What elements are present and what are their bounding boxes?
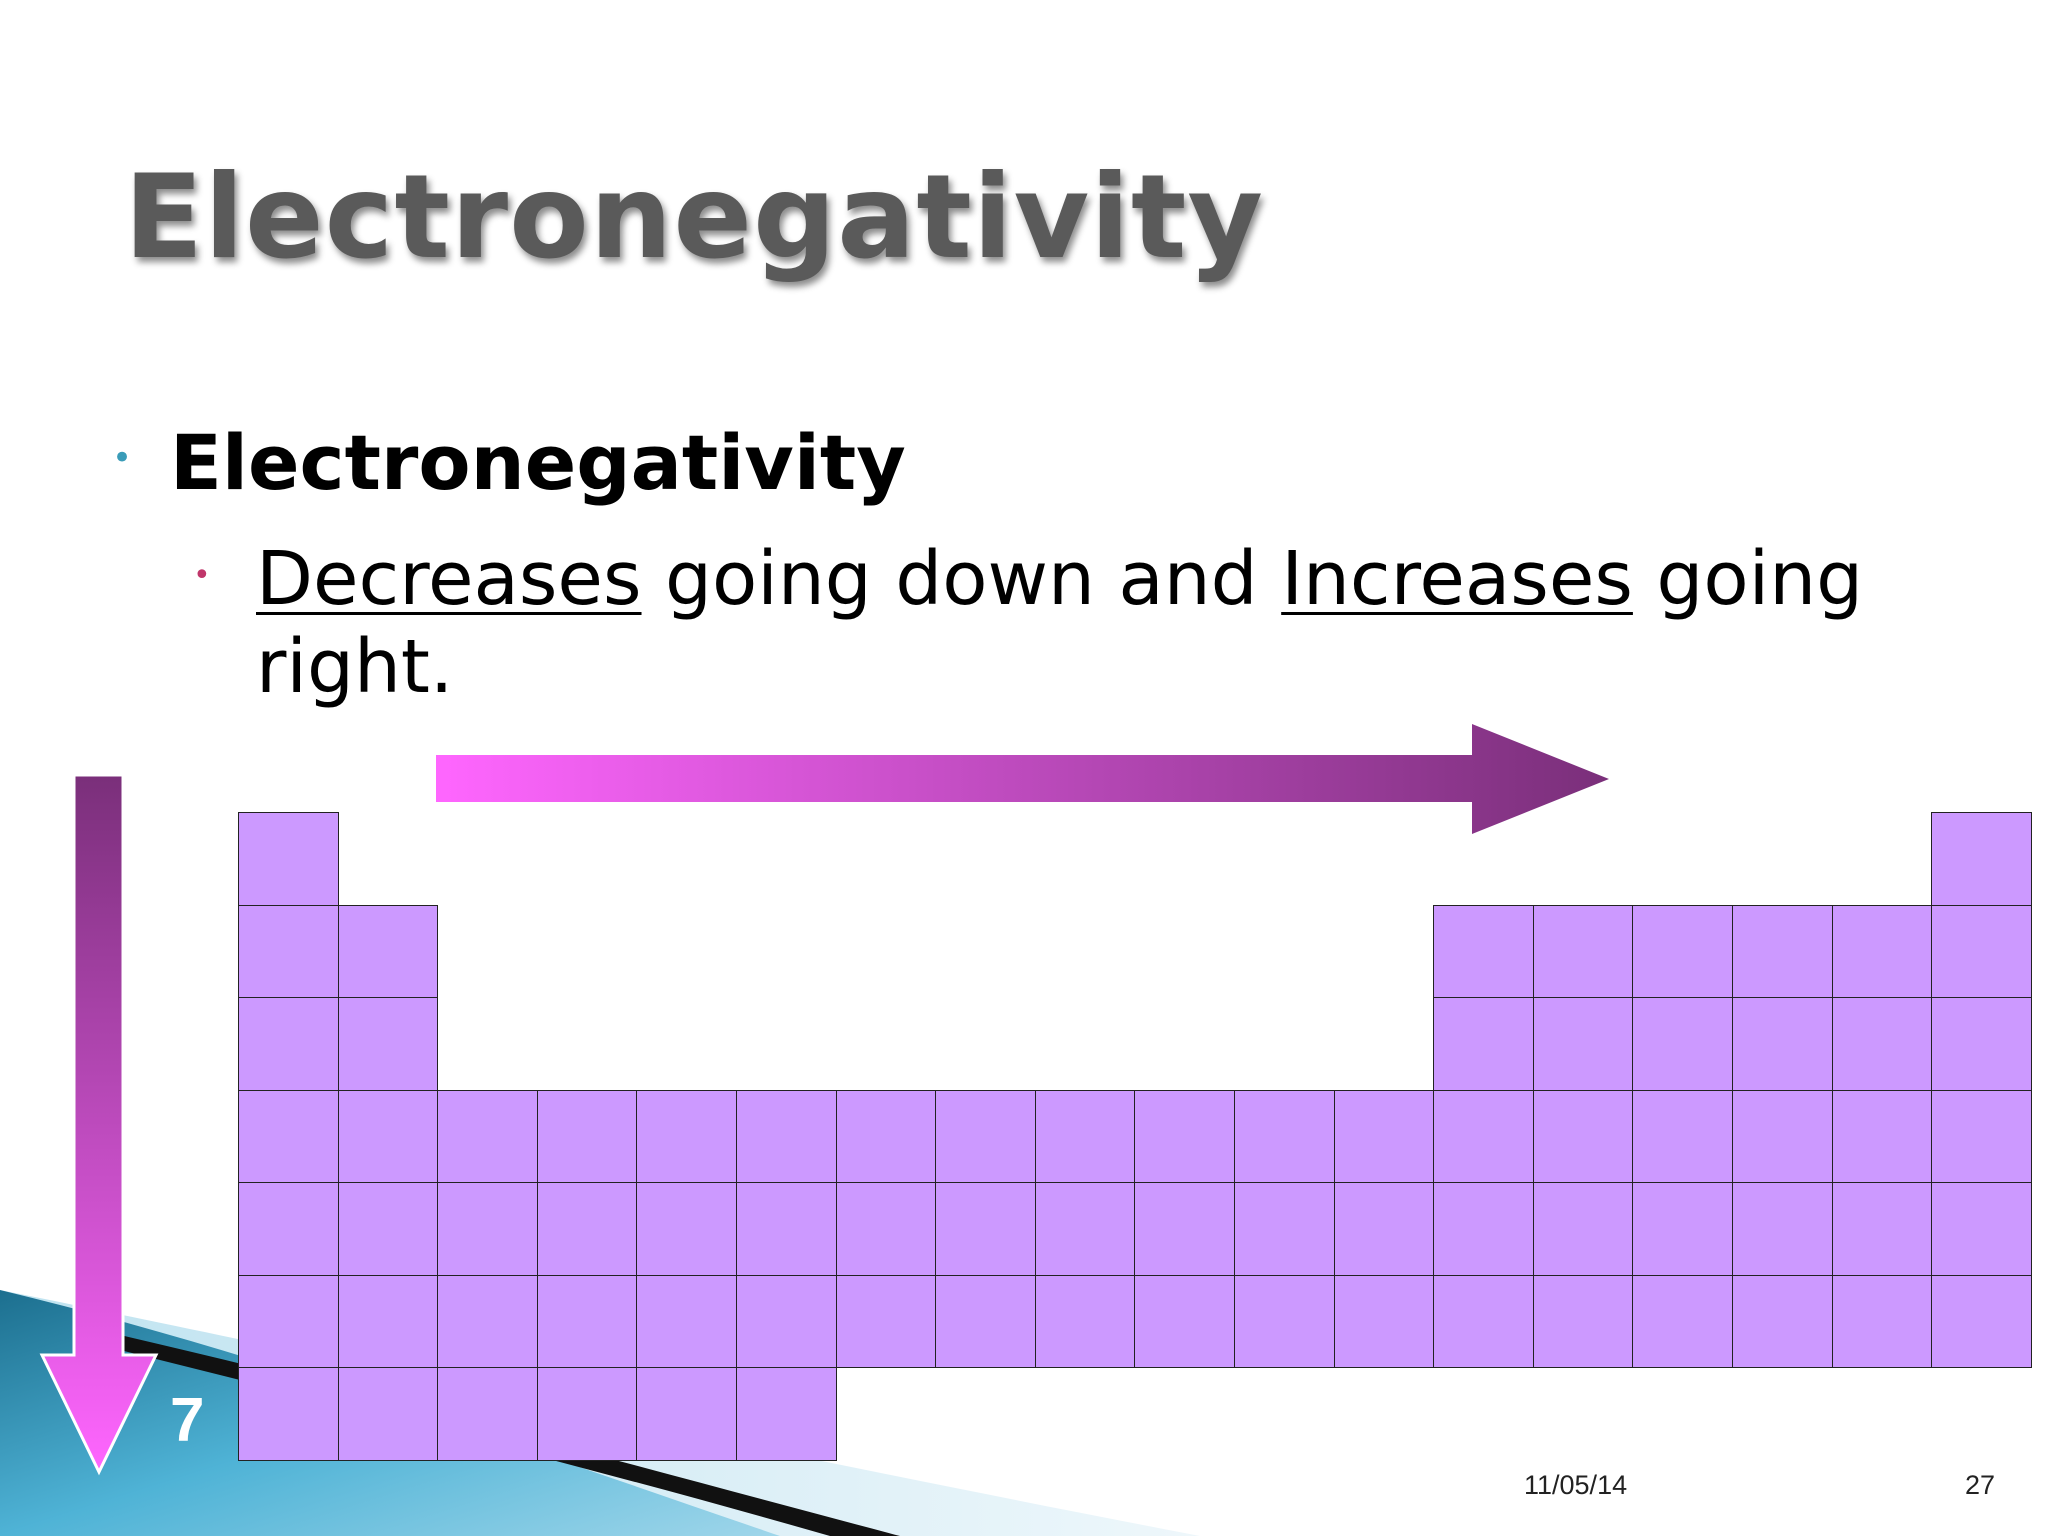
element-cell: [437, 1367, 538, 1461]
element-cell: [437, 1274, 538, 1368]
element-cell: [1632, 1182, 1733, 1276]
element-cell: [337, 1182, 439, 1276]
period-seven-label: 7: [170, 1386, 205, 1455]
element-cell: [636, 1367, 737, 1461]
element-cell: [337, 1274, 439, 1368]
element-cell: [337, 1089, 439, 1183]
element-cell: [1831, 1089, 1933, 1183]
element-cell: [1732, 1089, 1833, 1183]
element-cell: [1234, 1089, 1335, 1183]
element-cell: [238, 1182, 339, 1276]
element-cell: [935, 1274, 1036, 1368]
element-cell: [1333, 1274, 1435, 1368]
element-cell: [1034, 1274, 1136, 1368]
element-cell: [1333, 1182, 1435, 1276]
element-cell: [736, 1367, 837, 1461]
element-cell: [536, 1274, 638, 1368]
element-cell: [238, 1367, 339, 1461]
element-cell: [636, 1182, 737, 1276]
element-cell: [636, 1089, 737, 1183]
element-cell: [1732, 997, 1833, 1091]
element-cell: [1931, 997, 2032, 1091]
element-cell: [1433, 997, 1534, 1091]
element-cell: [1433, 1182, 1534, 1276]
element-cell: [238, 1089, 339, 1183]
element-cell: [1931, 904, 2032, 998]
element-cell: [238, 904, 339, 998]
element-cell: [1632, 904, 1733, 998]
element-cell: [1532, 1089, 1634, 1183]
element-cell: [1034, 1182, 1136, 1276]
element-cell: [736, 1182, 837, 1276]
element-cell: [1931, 1089, 2032, 1183]
element-cell: [536, 1182, 638, 1276]
element-cell: [835, 1182, 937, 1276]
sub-bullet-end: going right.: [256, 536, 1864, 710]
element-cell: [1134, 1182, 1235, 1276]
element-cell: [1831, 997, 1933, 1091]
element-cell: [1931, 812, 2032, 906]
element-cell: [337, 904, 439, 998]
element-cell: [1532, 997, 1634, 1091]
bullet-icon: •: [112, 438, 133, 478]
element-cell: [1532, 1182, 1634, 1276]
footer-date: 11/05/14: [1524, 1470, 1628, 1500]
right-arrow-icon: [436, 724, 1609, 834]
element-cell: [1433, 1089, 1534, 1183]
element-cell: [238, 1274, 339, 1368]
element-cell: [536, 1367, 638, 1461]
element-cell: [1234, 1182, 1335, 1276]
page-number: 27: [1965, 1470, 1996, 1500]
increases-word: Increases: [1281, 536, 1633, 622]
element-cell: [1931, 1182, 2032, 1276]
element-cell: [1134, 1089, 1235, 1183]
element-cell: [1433, 904, 1534, 998]
element-cell: [636, 1274, 737, 1368]
element-cell: [1333, 1089, 1435, 1183]
element-cell: [1532, 904, 1634, 998]
element-cell: [536, 1089, 638, 1183]
element-cell: [1831, 1274, 1933, 1368]
element-cell: [437, 1182, 538, 1276]
main-bullet-text: Electronegativity: [170, 418, 906, 507]
decreases-word: Decreases: [256, 536, 642, 622]
element-cell: [736, 1089, 837, 1183]
sub-bullet-middle: going down and: [641, 536, 1282, 622]
element-cell: [238, 997, 339, 1091]
element-cell: [1831, 904, 1933, 998]
element-cell: [437, 1089, 538, 1183]
element-cell: [1134, 1274, 1235, 1368]
element-cell: [1234, 1274, 1335, 1368]
element-cell: [1034, 1089, 1136, 1183]
element-cell: [1433, 1274, 1534, 1368]
sub-bullet-text: Decreases going down and Increases going…: [256, 535, 1906, 711]
element-cell: [1831, 1182, 1933, 1276]
element-cell: [1532, 1274, 1634, 1368]
element-cell: [935, 1182, 1036, 1276]
element-cell: [238, 812, 339, 906]
element-cell: [1732, 1182, 1833, 1276]
element-cell: [835, 1089, 937, 1183]
element-cell: [337, 1367, 439, 1461]
element-cell: [935, 1089, 1036, 1183]
down-arrow-icon: [39, 773, 159, 1476]
slide-title: Electronegativity: [124, 150, 1265, 285]
sub-bullet-icon: •: [193, 558, 211, 593]
element-cell: [1632, 1089, 1733, 1183]
element-cell: [1732, 1274, 1833, 1368]
element-cell: [736, 1274, 837, 1368]
element-cell: [1732, 904, 1833, 998]
element-cell: [835, 1274, 937, 1368]
element-cell: [1931, 1274, 2032, 1368]
element-cell: [1632, 997, 1733, 1091]
element-cell: [337, 997, 439, 1091]
element-cell: [1632, 1274, 1733, 1368]
